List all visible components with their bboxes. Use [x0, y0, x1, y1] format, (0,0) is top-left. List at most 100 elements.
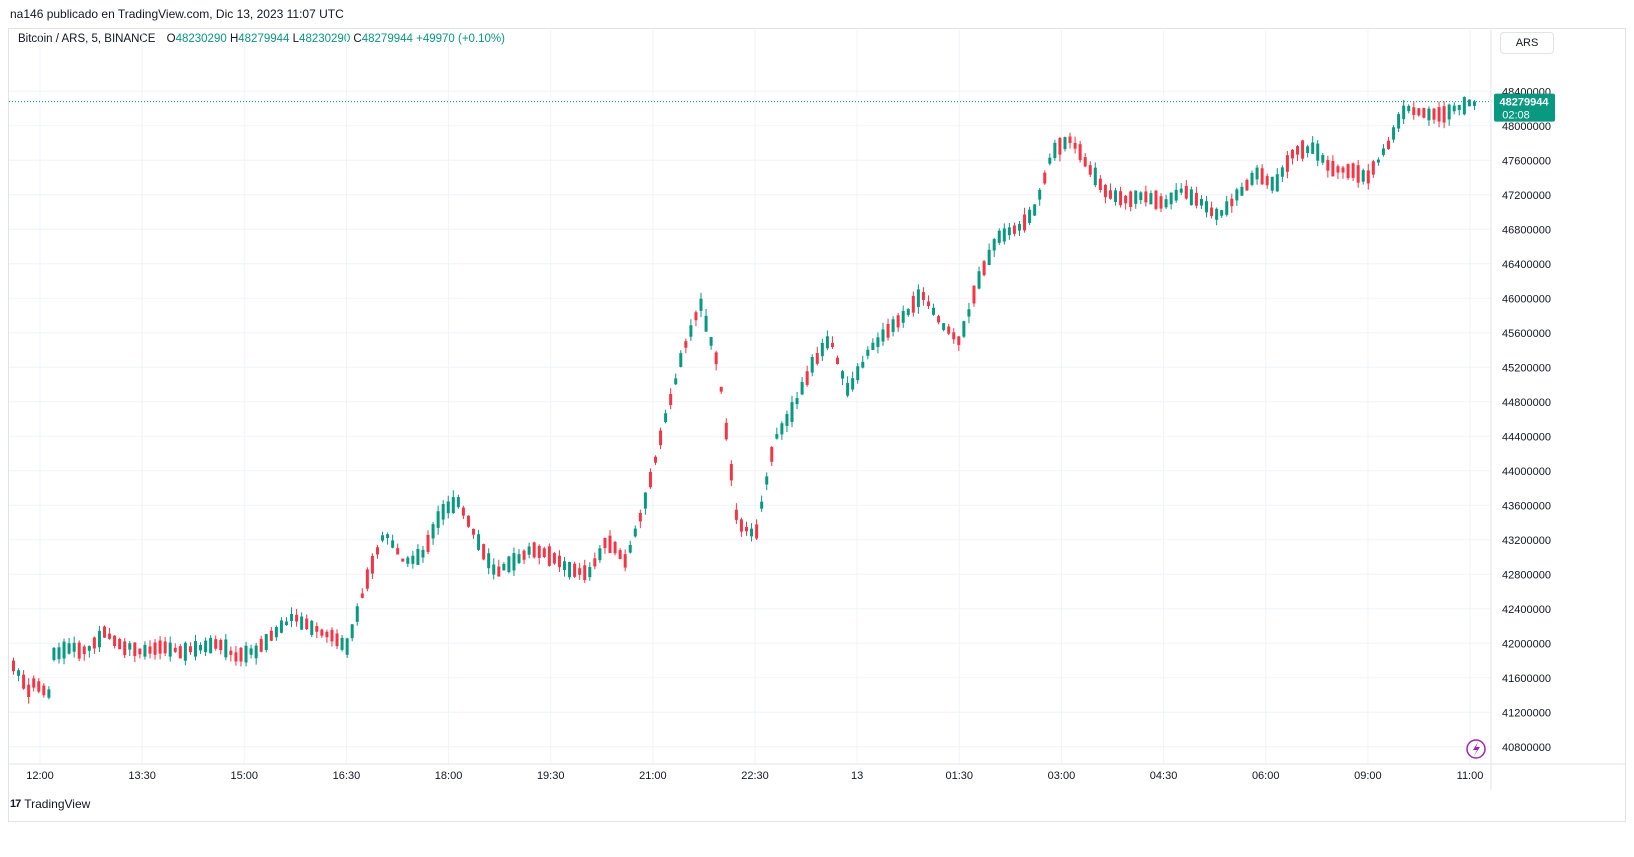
- candle-body: [1184, 185, 1188, 199]
- candle-body: [775, 434, 779, 439]
- y-tick-label: 42000000: [1502, 638, 1551, 650]
- footer-brand: 17 TradingView: [10, 797, 90, 811]
- candle-body: [1432, 108, 1436, 120]
- candle-body: [603, 537, 607, 549]
- candle-body: [684, 341, 688, 348]
- candle-body: [335, 633, 339, 647]
- candle-body: [891, 319, 895, 332]
- candle-body: [861, 361, 865, 368]
- publication-info: na146 publicado en TradingView.com, Dic …: [10, 7, 344, 21]
- y-tick-label: 40800000: [1502, 742, 1551, 754]
- candle-body: [1316, 143, 1320, 161]
- candle-body: [714, 352, 718, 365]
- candle-body: [497, 566, 501, 577]
- candle-body: [618, 550, 622, 559]
- candle-body: [492, 564, 496, 575]
- x-tick-label: 22:30: [741, 770, 769, 782]
- candle-body: [881, 329, 885, 342]
- candle-body: [472, 529, 476, 535]
- close-value: 48279944: [361, 33, 413, 45]
- candle-body: [1023, 214, 1027, 231]
- candle-body: [942, 323, 946, 331]
- candle-body: [765, 476, 769, 485]
- candle-body: [664, 413, 668, 423]
- candle-body: [517, 554, 521, 564]
- candle-body: [876, 337, 880, 347]
- x-tick-label: 13:30: [128, 770, 156, 782]
- candle-body: [1341, 167, 1345, 173]
- candle-body: [214, 639, 218, 649]
- candle-body: [1043, 172, 1047, 184]
- candle-body: [851, 378, 855, 390]
- candle-body: [1063, 137, 1067, 150]
- candle-body: [325, 631, 329, 638]
- candle-body: [896, 315, 900, 328]
- candle-body: [669, 394, 673, 406]
- candle-body: [552, 553, 556, 564]
- candle-body: [997, 230, 1001, 243]
- candle-body: [22, 674, 26, 689]
- candle-body: [224, 639, 228, 658]
- candle-body: [1356, 165, 1360, 183]
- candle-body: [1179, 188, 1183, 193]
- candle-body: [17, 670, 21, 676]
- currency-button[interactable]: ARS: [1500, 32, 1554, 54]
- candle-body: [972, 285, 976, 304]
- lightning-icon[interactable]: [1466, 739, 1486, 759]
- candle-body: [12, 660, 15, 672]
- candle-body: [113, 635, 117, 647]
- candle-body: [92, 637, 96, 649]
- candle-body: [381, 535, 385, 541]
- last-price-tag: [1494, 93, 1555, 122]
- candle-body: [689, 325, 693, 337]
- candle-body: [815, 352, 819, 364]
- y-tick-label: 42400000: [1502, 604, 1551, 616]
- candle-body: [1280, 167, 1284, 177]
- candle-body: [209, 637, 213, 654]
- candle-body: [67, 643, 71, 654]
- candle-body: [1311, 142, 1315, 154]
- candle-body: [37, 681, 41, 692]
- y-tick-label: 48000000: [1502, 121, 1551, 133]
- candle-body: [188, 646, 192, 653]
- x-tick-label: 09:00: [1354, 770, 1382, 782]
- candle-body: [1407, 105, 1411, 112]
- candle-body: [800, 382, 804, 395]
- candle-body: [593, 558, 597, 567]
- candle-body: [911, 296, 915, 313]
- low-label: L: [292, 33, 300, 45]
- candle-body: [1296, 146, 1300, 155]
- candle-body: [284, 621, 288, 626]
- candle-body: [679, 353, 683, 367]
- candle-body: [1073, 142, 1077, 149]
- candle-body: [360, 593, 364, 598]
- x-tick-label: 04:30: [1150, 770, 1178, 782]
- y-tick-label: 47600000: [1502, 155, 1551, 167]
- candle-body: [1028, 209, 1032, 223]
- candle-body: [1103, 184, 1107, 198]
- candle-body: [42, 685, 46, 696]
- candle-body: [841, 371, 845, 379]
- candle-body: [906, 308, 910, 315]
- candle-body: [406, 557, 410, 564]
- candle-body: [1462, 96, 1466, 115]
- candle-body: [901, 311, 905, 323]
- candle-body: [1381, 148, 1385, 155]
- high-label: H: [229, 33, 239, 45]
- candle-body: [1290, 149, 1294, 159]
- candle-body: [97, 630, 101, 648]
- candle-body: [173, 647, 177, 652]
- candle-body: [57, 647, 61, 660]
- candle-body: [810, 357, 814, 373]
- candle-body: [153, 642, 157, 655]
- candle-body: [1336, 166, 1340, 173]
- candle-body: [158, 640, 162, 654]
- x-tick-label: 21:00: [639, 770, 667, 782]
- last-price-value: 48279944: [1500, 97, 1550, 109]
- candle-body: [27, 684, 31, 698]
- candle-body: [846, 382, 850, 396]
- candle-body: [416, 549, 420, 565]
- symbol-label[interactable]: Bitcoin / ARS, 5, BINANCE: [18, 33, 156, 45]
- candle-body: [568, 561, 572, 578]
